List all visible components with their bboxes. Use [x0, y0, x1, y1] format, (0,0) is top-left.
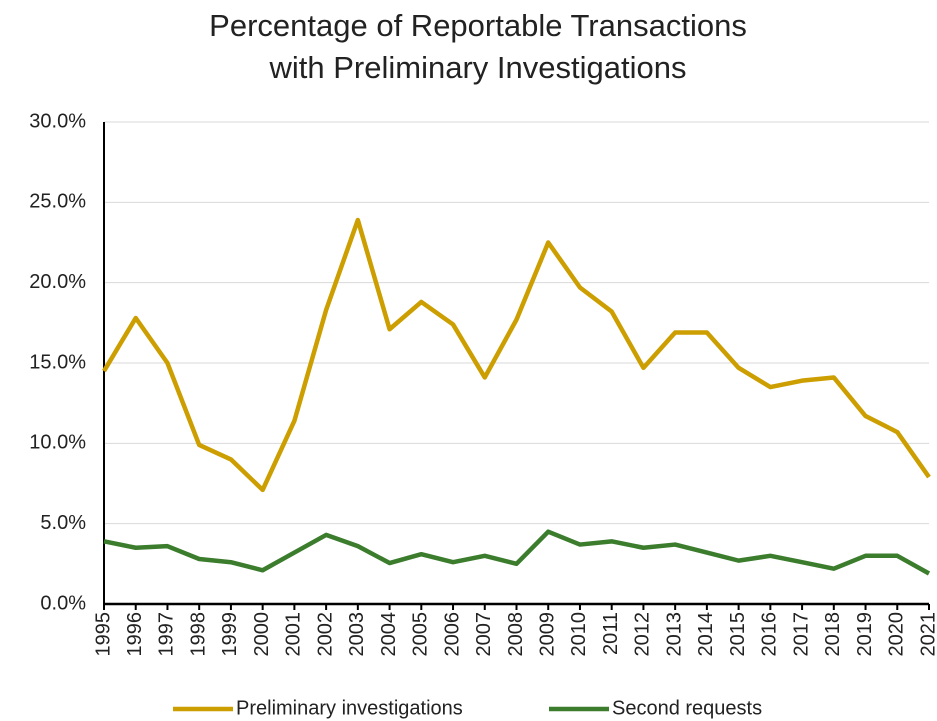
x-tick-label: 2013	[663, 612, 685, 657]
x-tick-label: 2016	[759, 612, 781, 657]
x-tick-label: 1995	[92, 612, 114, 657]
x-tick-label: 2002	[314, 612, 336, 657]
x-tick-label: 2014	[695, 612, 717, 657]
x-tick-label: 2004	[378, 612, 400, 657]
y-tick-label: 25.0%	[29, 191, 86, 213]
x-tick-label: 2021	[917, 612, 937, 657]
x-tick-label: 2007	[473, 612, 495, 657]
chart-title: with Preliminary Investigations	[269, 50, 687, 85]
x-tick-label: 2018	[822, 612, 844, 657]
x-tick-label: 2006	[441, 612, 463, 657]
x-tick-label: 2003	[346, 612, 368, 657]
x-tick-label: 2019	[854, 612, 876, 657]
x-tick-label: 2017	[790, 612, 812, 657]
y-tick-label: 0.0%	[40, 592, 86, 614]
y-tick-label: 20.0%	[29, 271, 86, 293]
x-tick-label: 2009	[537, 612, 559, 657]
x-tick-label: 2012	[632, 612, 654, 657]
series-line	[102, 217, 931, 493]
y-tick-label: 15.0%	[29, 351, 86, 373]
series-line	[103, 529, 931, 576]
x-tick-label: 2010	[568, 612, 590, 657]
x-tick-label: 2008	[505, 612, 527, 657]
x-tick-label: 1998	[187, 612, 209, 657]
legend-label: Second requests	[612, 697, 762, 719]
x-tick-label: 2020	[886, 612, 908, 657]
x-tick-label: 2001	[283, 612, 305, 657]
x-tick-label: 1997	[156, 612, 178, 657]
y-tick-label: 30.0%	[29, 110, 86, 132]
y-tick-label: 5.0%	[40, 512, 86, 534]
chart-title: Percentage of Reportable Transactions	[209, 8, 747, 43]
x-tick-label: 1999	[219, 612, 241, 657]
x-tick-label: 2011	[600, 612, 622, 655]
y-tick-label: 10.0%	[29, 432, 86, 454]
x-tick-label: 2000	[251, 612, 273, 657]
x-tick-label: 1996	[124, 612, 146, 657]
x-tick-label: 2005	[410, 612, 432, 657]
x-tick-label: 2015	[727, 612, 749, 657]
legend-label: Preliminary investigations	[236, 697, 463, 719]
